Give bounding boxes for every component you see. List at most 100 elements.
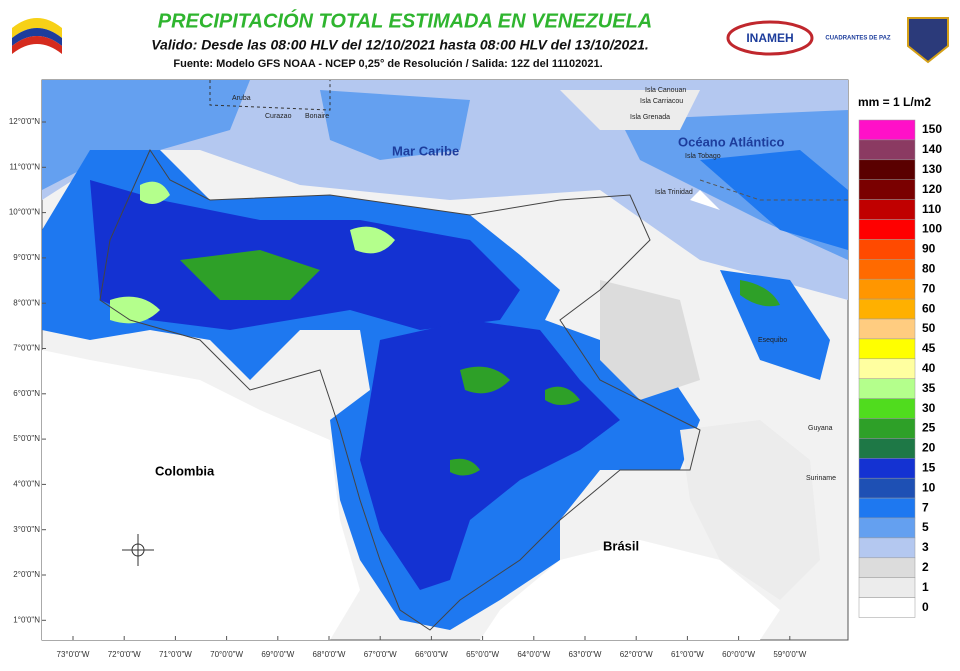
legend-swatch: [858, 159, 916, 180]
legend-swatch: [858, 199, 916, 220]
legend-swatch: [858, 458, 916, 479]
place-label: Suriname: [806, 475, 836, 482]
legend-swatch: [858, 318, 916, 340]
lon-label: 67°0'0"W: [364, 650, 397, 659]
place-label: Isla Carriacou: [640, 98, 683, 105]
place-label: Guyana: [808, 425, 833, 432]
legend-label: 2: [922, 560, 929, 574]
title: PRECIPITACIÓN TOTAL ESTIMADA EN VENEZUEL…: [158, 8, 652, 32]
legend-swatch: [858, 418, 916, 439]
lat-label: 10°0'0"N: [9, 208, 40, 217]
lon-label: 65°0'0"W: [466, 650, 499, 659]
lat-label: 9°0'0"N: [13, 253, 40, 262]
inameh-logo: [726, 20, 814, 56]
legend-title: mm = 1 L/m2: [858, 95, 931, 109]
source: Fuente: Modelo GFS NOAA - NCEP 0,25° de …: [173, 58, 602, 70]
place-label: Isla Grenada: [630, 114, 670, 121]
legend-swatch: [858, 298, 916, 320]
subtitle: Valido: Desde las 08:00 HLV del 12/10/20…: [151, 37, 649, 53]
legend-label: 7: [922, 500, 929, 514]
lat-label: 4°0'0"N: [13, 480, 40, 489]
flag-logo: [12, 18, 62, 54]
legend-swatch: [858, 497, 916, 519]
legend-label: 30: [922, 401, 936, 415]
legend-swatch: [858, 597, 916, 618]
lon-label: 66°0'0"W: [415, 650, 448, 659]
lat-label: 8°0'0"N: [13, 298, 40, 307]
lon-label: 62°0'0"W: [620, 650, 653, 659]
legend-label: 50: [922, 321, 936, 335]
lon-label: 71°0'0"W: [159, 650, 192, 659]
lon-label: 73°0'0"W: [57, 650, 90, 659]
legend-swatch: [858, 239, 916, 260]
legend-label: 20: [922, 441, 936, 455]
legend-label: 90: [922, 242, 936, 256]
legend-label: 100: [922, 222, 942, 236]
lon-label: 63°0'0"W: [569, 650, 602, 659]
legend-label: 130: [922, 162, 942, 176]
lat-label: 5°0'0"N: [13, 434, 40, 443]
lon-label: 68°0'0"W: [313, 650, 346, 659]
legend-label: 25: [922, 421, 936, 435]
legend: 1501401301201101009080706050454035302520…: [858, 119, 942, 618]
place-label: Isla Trinidad: [655, 189, 693, 196]
legend-swatch: [858, 517, 916, 539]
lat-label: 3°0'0"N: [13, 525, 40, 534]
legend-label: 110: [922, 202, 942, 216]
legend-swatch: [858, 477, 916, 499]
legend-swatch: [858, 139, 916, 161]
legend-swatch: [858, 179, 916, 200]
lat-label: 11°0'0"N: [9, 162, 40, 171]
lon-label: 61°0'0"W: [671, 650, 704, 659]
lon-label: 72°0'0"W: [108, 650, 141, 659]
legend-label: 70: [922, 281, 936, 295]
place-label: Esequibo: [758, 337, 787, 344]
legend-label: 35: [922, 381, 936, 395]
legend-label: 5: [922, 520, 929, 534]
lat-label: 1°0'0"N: [13, 615, 40, 624]
legend-swatch: [858, 119, 916, 141]
legend-label: 40: [922, 361, 936, 375]
place-label: Isla Tobago: [685, 153, 721, 160]
lon-label: 59°0'0"W: [773, 650, 806, 659]
legend-label: 10: [922, 480, 936, 494]
legend-swatch: [858, 358, 916, 379]
country-label: Colombia: [155, 463, 215, 478]
lat-label: 7°0'0"N: [13, 344, 40, 353]
lat-label: 12°0'0"N: [9, 117, 40, 126]
legend-label: 3: [922, 540, 929, 554]
legend-swatch: [858, 259, 916, 280]
legend-swatch: [858, 378, 916, 399]
lon-label: 69°0'0"W: [261, 650, 294, 659]
lon-label: 70°0'0"W: [210, 650, 243, 659]
legend-swatch: [858, 278, 916, 300]
inameh-text: INAMEH: [746, 31, 793, 45]
lat-label: 6°0'0"N: [13, 389, 40, 398]
legend-label: 1: [922, 580, 929, 594]
legend-swatch: [858, 557, 916, 578]
cuadrantes-text: CUADRANTES DE PAZ: [825, 36, 891, 42]
sea-label: Mar Caribe: [392, 143, 459, 158]
place-label: Aruba: [232, 95, 251, 102]
lon-label: 64°0'0"W: [517, 650, 550, 659]
axes: 12°0'0"N 11°0'0"N 10°0'0"N 9°0'0"N 8°0'0"N 7°…: [9, 117, 807, 659]
lat-label: 2°0'0"N: [13, 570, 40, 579]
legend-swatch: [858, 537, 916, 559]
map: [41, 79, 849, 641]
legend-label: 0: [922, 600, 929, 614]
legend-label: 60: [922, 301, 936, 315]
legend-swatch: [858, 398, 916, 419]
legend-label: 80: [922, 261, 936, 275]
legend-label: 45: [922, 341, 936, 355]
ocean-label: Océano Atlántico: [678, 134, 784, 149]
legend-label: 150: [922, 122, 942, 136]
legend-swatch: [858, 577, 916, 598]
country-label: Brásil: [603, 538, 639, 553]
legend-swatch: [858, 219, 916, 240]
lon-label: 60°0'0"W: [722, 650, 755, 659]
place-label: Bonaire: [305, 113, 329, 120]
legend-label: 15: [922, 460, 936, 474]
legend-label: 140: [922, 142, 942, 156]
legend-swatch: [858, 438, 916, 459]
